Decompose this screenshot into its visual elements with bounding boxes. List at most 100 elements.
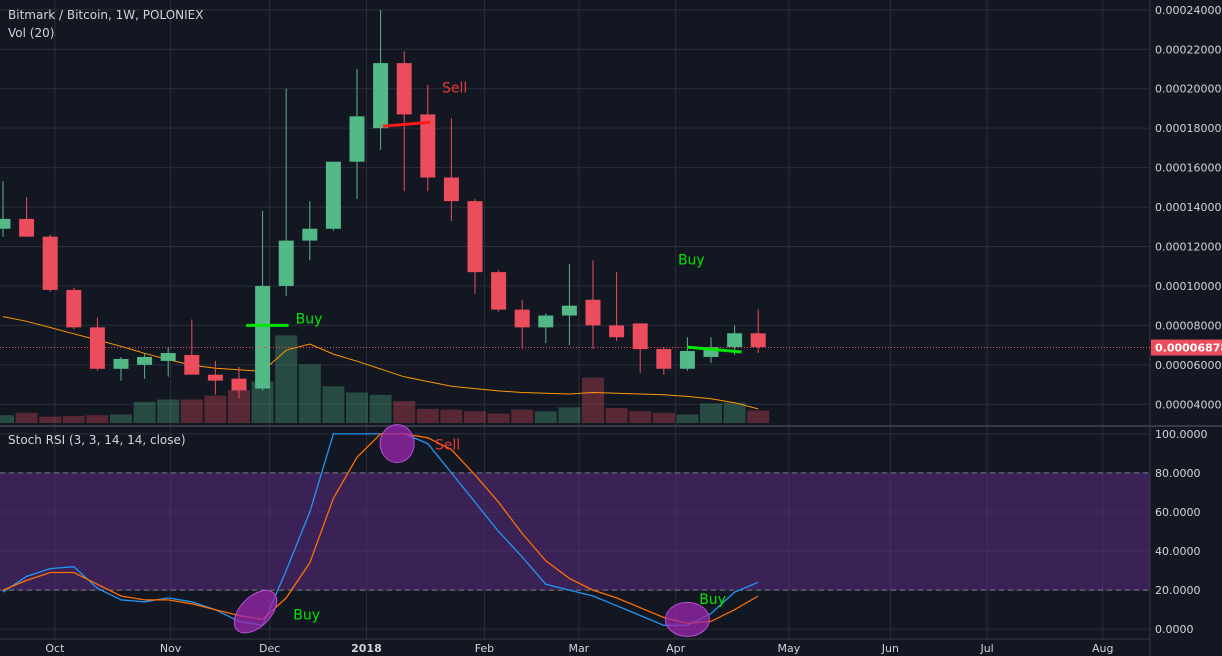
candle-body[interactable] (42, 236, 58, 290)
trend-mark-line (382, 120, 431, 128)
buy-label: Buy (699, 592, 726, 608)
candle-body[interactable] (137, 356, 153, 365)
candle-body[interactable] (207, 374, 223, 381)
candle-body[interactable] (727, 333, 743, 348)
volume-bar (700, 403, 722, 423)
osc-tick-label: 20.0000 (1155, 584, 1201, 597)
volume-bar (676, 414, 699, 423)
volume-bar (511, 409, 534, 423)
price-tick-label: 0.00018000 (1155, 122, 1221, 135)
time-tick-label: Oct (45, 642, 65, 655)
candle-body[interactable] (302, 228, 318, 241)
volume-bar (723, 402, 746, 423)
time-tick-label: Jul (979, 642, 993, 655)
buy-label: Buy (678, 252, 705, 268)
volume-bar (62, 415, 85, 423)
osc-tick-label: 60.0000 (1155, 506, 1201, 519)
volume-bar (558, 407, 581, 423)
candle-body[interactable] (491, 272, 507, 310)
candle-body[interactable] (160, 353, 176, 361)
candle-body[interactable] (585, 299, 601, 326)
candle-body[interactable] (325, 161, 341, 229)
candle-body[interactable] (66, 289, 82, 328)
volume-bars (0, 316, 770, 423)
volume-bar (416, 408, 439, 423)
stoch-rsi-d-line (2, 433, 759, 624)
last-price-badge (1151, 339, 1222, 356)
volume-bar (582, 377, 604, 423)
volume-bar (440, 409, 463, 423)
osc-tick-label: 40.0000 (1155, 545, 1201, 558)
volume-bar (15, 412, 38, 423)
volume-bar (86, 415, 109, 423)
candle-body[interactable] (89, 327, 105, 369)
candle-body[interactable] (420, 114, 436, 178)
symbol-title[interactable]: Bitmark / Bitcoin, 1W, POLONIEX (8, 8, 204, 22)
candle-body[interactable] (0, 218, 11, 229)
oscillator-band (0, 472, 1150, 591)
osc-tick-label: 100.0000 (1155, 428, 1208, 441)
volume-bar (393, 401, 416, 423)
volume-legend[interactable]: Vol (20) (8, 26, 55, 40)
highlight-ellipse (379, 424, 415, 464)
sell-label: Sell (442, 81, 467, 97)
candle-body[interactable] (561, 305, 577, 316)
time-tick-label: 2018 (351, 642, 382, 655)
volume-bar (204, 395, 227, 423)
volume-ma-line (2, 316, 759, 410)
osc-tick-label: 0.0000 (1155, 623, 1194, 636)
buy-label: Buy (293, 607, 320, 623)
sell-label: Sell (435, 437, 460, 453)
price-tick-label: 0.00008000 (1155, 319, 1221, 332)
candle-body[interactable] (703, 347, 719, 357)
price-tick-label: 0.00010000 (1155, 280, 1221, 293)
time-tick-label: Feb (475, 642, 494, 655)
price-tick-label: 0.00024000 (1155, 4, 1221, 17)
time-tick-label: Aug (1092, 642, 1113, 655)
time-tick-label: Jun (881, 642, 899, 655)
volume-bar (369, 394, 392, 423)
last-price-label: 0.00006878 (1155, 342, 1222, 355)
candle-body[interactable] (538, 315, 554, 328)
volume-bar (652, 412, 675, 423)
osc-tick-label: 80.0000 (1155, 467, 1201, 480)
volume-bar (534, 411, 557, 423)
highlight-ellipse (233, 589, 278, 634)
candle-body[interactable] (278, 240, 294, 286)
candle-body[interactable] (514, 309, 530, 328)
volume-bar (298, 364, 321, 423)
candle-body[interactable] (656, 349, 672, 369)
candlesticks[interactable] (0, 9, 1150, 399)
time-tick-label: Dec (259, 642, 280, 655)
volume-bar (228, 390, 250, 423)
volume-bar (346, 392, 368, 423)
price-tick-label: 0.00022000 (1155, 43, 1221, 56)
candle-body[interactable] (373, 63, 389, 129)
volume-bar (487, 413, 510, 423)
volume-bar (180, 399, 203, 423)
candle-body[interactable] (443, 177, 459, 202)
price-tick-label: 0.00006000 (1155, 359, 1221, 372)
candle-body[interactable] (396, 63, 412, 115)
volume-bar (39, 416, 62, 423)
price-tick-label: 0.00004000 (1155, 398, 1221, 411)
candle-body[interactable] (113, 358, 129, 369)
buy-label: Buy (296, 311, 323, 327)
candle-body[interactable] (255, 285, 271, 389)
time-tick-label: Apr (666, 642, 686, 655)
stoch-band-fill (0, 472, 1150, 591)
candle-body[interactable] (467, 201, 483, 273)
candle-body[interactable] (679, 351, 695, 369)
candle-body[interactable] (609, 325, 625, 338)
volume-bar (0, 415, 14, 423)
candle-body[interactable] (184, 354, 200, 375)
candle-body[interactable] (19, 218, 35, 237)
candle-body[interactable] (750, 333, 766, 348)
candle-body[interactable] (349, 116, 365, 162)
stoch-rsi-legend[interactable]: Stoch RSI (3, 3, 14, 14, close) (8, 433, 186, 447)
candle-body[interactable] (632, 323, 648, 350)
candle-body[interactable] (231, 378, 247, 391)
volume-bar (629, 411, 652, 423)
trend-mark-line (687, 345, 742, 354)
